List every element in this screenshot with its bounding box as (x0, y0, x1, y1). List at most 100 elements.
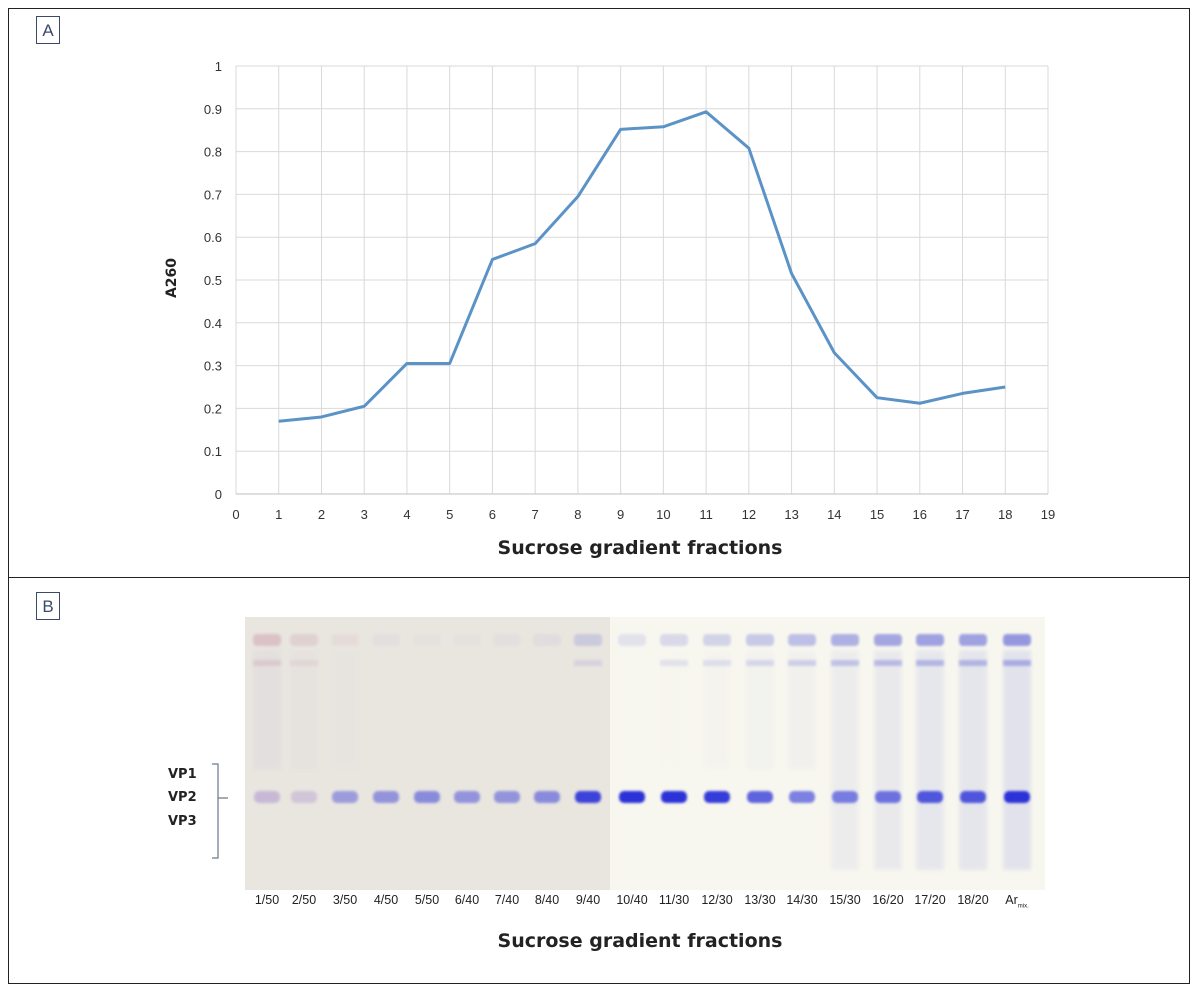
vp2-band (619, 791, 645, 803)
lane-label-text: 13/30 (744, 893, 776, 907)
upper-band (493, 634, 521, 646)
y-tick-label: 0 (215, 487, 222, 502)
vp2-band (832, 791, 858, 803)
upper-band (916, 634, 944, 646)
lane-label: 12/30 (701, 893, 732, 907)
x-axis-title: Sucrose gradient fractions (497, 537, 783, 559)
mid-band (1003, 660, 1031, 666)
gel-lane (831, 634, 859, 870)
x-tick-label: 1 (275, 507, 282, 522)
panel-label-b: B (36, 592, 60, 620)
x-tick-label: 16 (913, 507, 927, 522)
gel-lane (331, 634, 359, 803)
x-tick-label: 10 (656, 507, 670, 522)
lane-label: 14/30 (786, 893, 817, 907)
gel-lane (373, 791, 399, 803)
lane-label-text: 10/40 (616, 893, 648, 907)
mid-band (574, 660, 602, 666)
lane-label-text: 8/40 (534, 893, 560, 907)
mid-band (253, 660, 281, 666)
band-bracket (212, 763, 228, 859)
vp2-band (917, 791, 943, 803)
panel-label-a: A (36, 16, 60, 44)
vp2-band (534, 791, 560, 803)
upper-band (959, 634, 987, 646)
gel-bands (253, 634, 1031, 870)
upper-band (453, 634, 481, 646)
band-label-vp2: VP2 (168, 790, 197, 805)
lane-smear (1003, 650, 1031, 870)
x-tick-label: 3 (361, 507, 368, 522)
mid-band (959, 660, 987, 666)
vp2-band (373, 791, 399, 803)
lane-label-text: 18/20 (957, 893, 989, 907)
x-tick-label: 19 (1041, 507, 1055, 522)
x-tick-label: 7 (532, 507, 539, 522)
x-tick-label: 5 (446, 507, 453, 522)
lane-label-text: Ar (1005, 893, 1018, 907)
upper-band (533, 634, 561, 646)
lane-label: 17/20 (914, 893, 945, 907)
lane-label-text: 12/30 (701, 893, 733, 907)
x-tick-label: 4 (403, 507, 410, 522)
lane-label-text: 5/50 (414, 893, 440, 907)
gel-lane (916, 634, 944, 870)
gel-lane (788, 634, 816, 803)
vp2-band (454, 791, 480, 803)
lane-label-text: 4/50 (373, 893, 399, 907)
x-tick-label: 8 (574, 507, 581, 522)
lane-smear (959, 650, 987, 870)
gel-lane (253, 634, 281, 803)
vp2-band (291, 791, 317, 803)
upper-band (618, 634, 646, 646)
lane-smear (331, 650, 359, 770)
lane-label: 15/30 (829, 893, 860, 907)
lane-label-text: 1/50 (254, 893, 280, 907)
vp2-band (704, 791, 730, 803)
x-tick-label: 9 (617, 507, 624, 522)
y-tick-label: 0.4 (204, 316, 222, 331)
upper-band (788, 634, 816, 646)
upper-band (874, 634, 902, 646)
upper-band (660, 634, 688, 646)
gel-lane (574, 634, 602, 803)
lane-label-text: 2/50 (291, 893, 317, 907)
gel-lane (660, 634, 688, 803)
lane-label-text: 9/40 (575, 893, 601, 907)
gel-lane (618, 634, 646, 803)
vp2-band (332, 791, 358, 803)
gel-lane (1003, 634, 1031, 870)
vp2-band (875, 791, 901, 803)
lane-label-text: 15/30 (829, 893, 861, 907)
lane-label: 13/30 (744, 893, 775, 907)
vp2-band (960, 791, 986, 803)
lane-smear (290, 650, 318, 770)
lane-label-text: 16/20 (872, 893, 904, 907)
lane-label: 5/50 (415, 893, 439, 907)
lane-smear (703, 650, 731, 770)
lane-smear (660, 650, 688, 770)
vp2-band (789, 791, 815, 803)
mid-band (290, 660, 318, 666)
upper-band (746, 634, 774, 646)
lane-label-subscript: mix. (1017, 903, 1029, 910)
upper-band (574, 634, 602, 646)
mid-band (660, 660, 688, 666)
y-tick-label: 0.1 (204, 444, 222, 459)
lane-label: 10/40 (616, 893, 647, 907)
upper-band (831, 634, 859, 646)
gel-lane (533, 634, 561, 803)
lane-smear (746, 650, 774, 770)
lane-label: 11/30 (659, 893, 689, 907)
gel-lane (746, 634, 774, 803)
y-tick-labels: 0 0.1 0.2 0.3 0.4 0.5 0.6 0.7 0.8 0.9 1 (204, 59, 222, 502)
panel-divider (8, 577, 1190, 578)
x-tick-label: 18 (998, 507, 1012, 522)
lane-label-text: 17/20 (914, 893, 946, 907)
lane-label-text: 3/50 (332, 893, 358, 907)
x-tick-label: 0 (232, 507, 239, 522)
gel-lane (959, 634, 987, 870)
mid-band (746, 660, 774, 666)
x-tick-label: 15 (870, 507, 884, 522)
